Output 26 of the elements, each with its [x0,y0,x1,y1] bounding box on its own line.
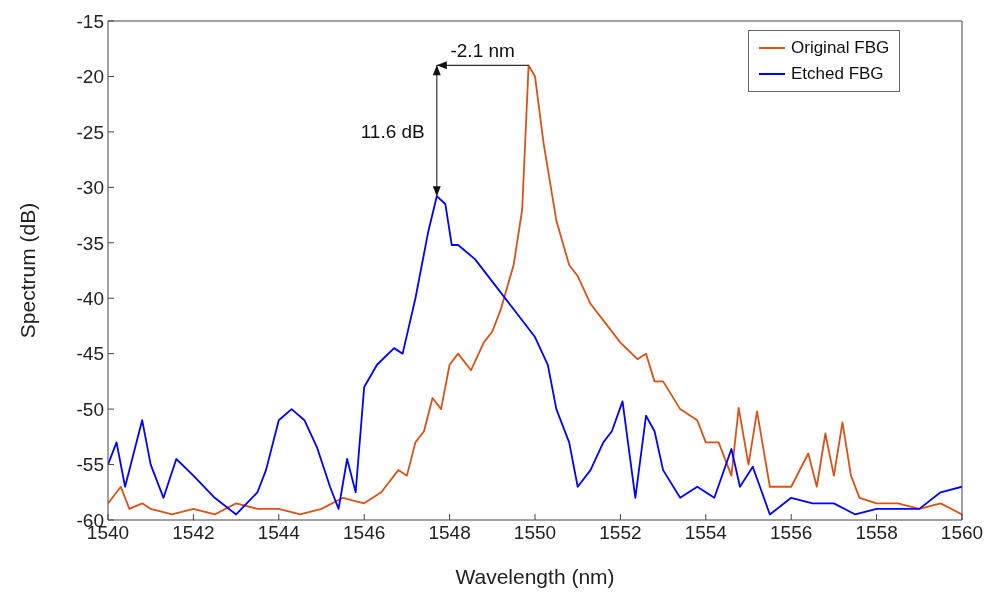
legend-label: Original FBG [791,37,890,59]
legend-label: Etched FBG [791,63,884,85]
y-tick-label: -55 [76,454,104,476]
x-tick-label: 1554 [684,522,728,544]
y-tick-label: -15 [76,10,104,32]
y-tick-label: -40 [76,287,104,309]
x-tick-label: 1552 [599,522,642,544]
x-tick-label: 1546 [343,522,386,544]
x-tick-label: 1548 [428,522,471,544]
x-tick-label: 1544 [257,522,301,544]
x-tick-label: 1556 [770,522,813,544]
x-axis-title: Wavelength (nm) [455,565,615,588]
x-tick-label: 1550 [513,522,557,544]
y-tick-label: -35 [76,232,104,254]
line-series [108,64,962,516]
y-axis-title: Spectrum (dB) [16,202,40,339]
x-tick-label: 1542 [172,522,215,544]
y-tick-label: -25 [76,121,104,143]
annotation: -2.1 nm [450,40,515,62]
x-tick-label: 1560 [940,522,984,544]
annotation: 11.6 dB [360,120,425,142]
y-tick-label: -50 [76,398,104,420]
y-tick-label: -20 [76,66,104,88]
y-tick-label: -30 [76,177,104,199]
x-tick-label: 1558 [855,522,898,544]
y-tick-label: -45 [76,343,104,365]
